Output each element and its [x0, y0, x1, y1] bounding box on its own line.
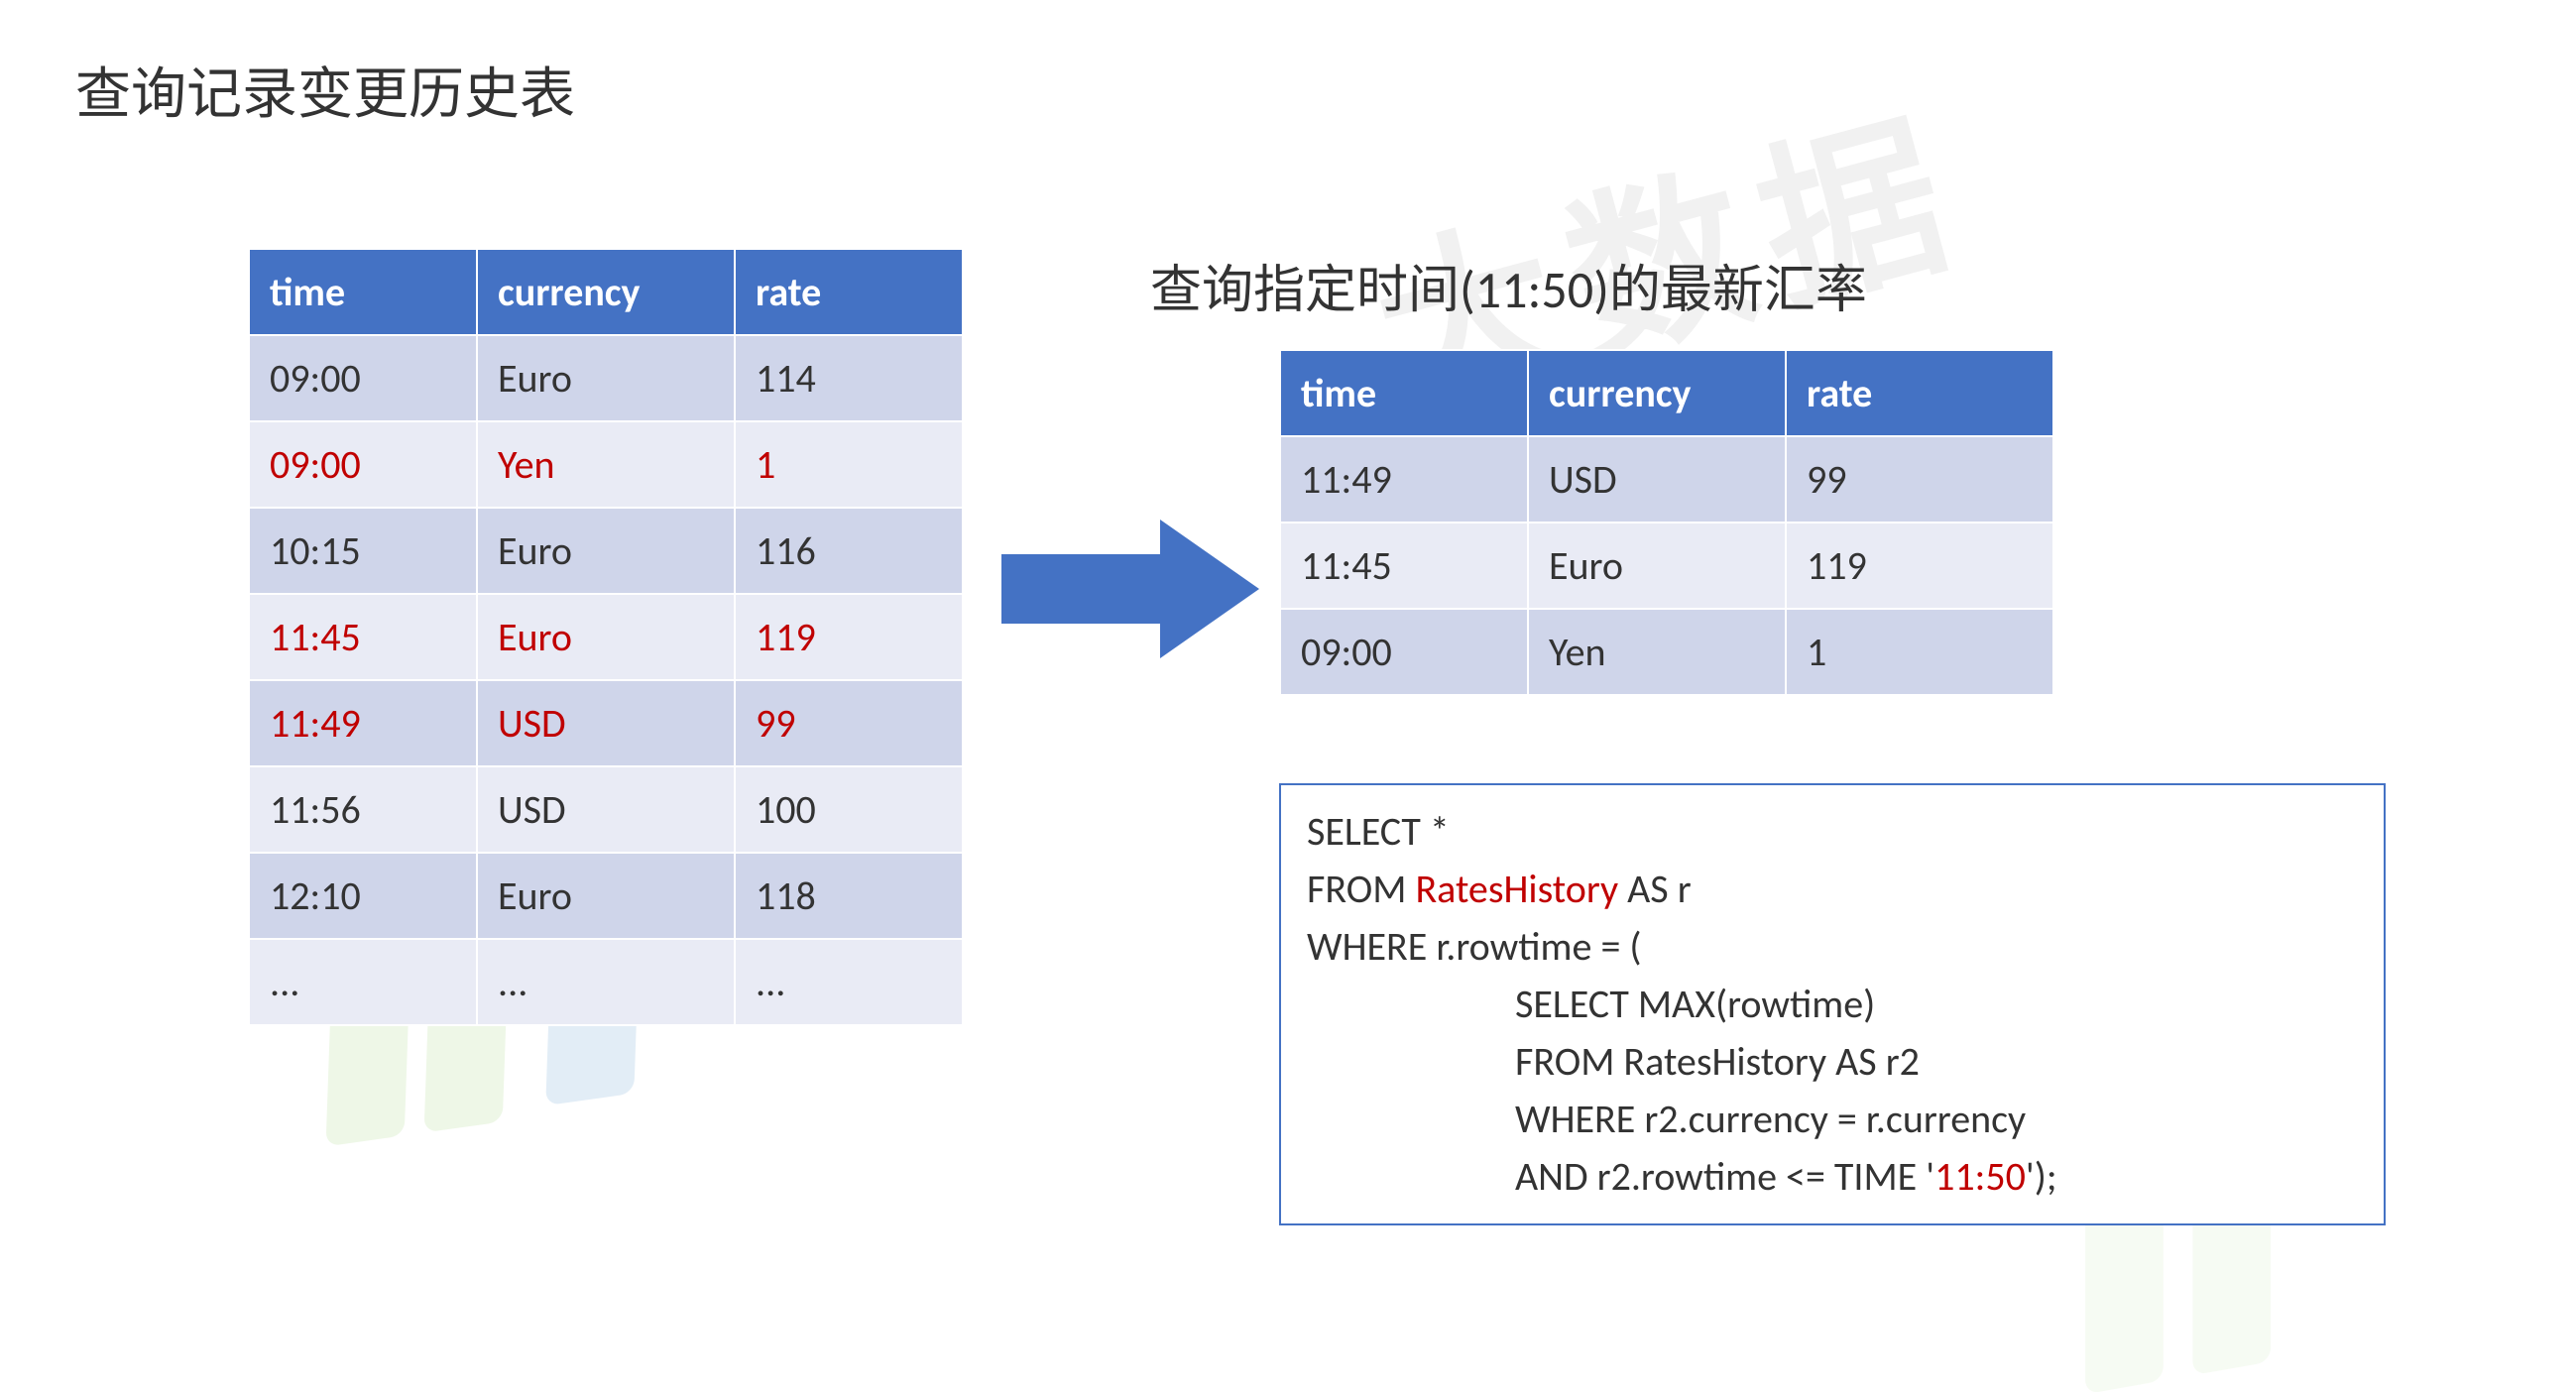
table-cell: 118 [735, 853, 963, 939]
table-cell: USD [1528, 436, 1786, 523]
table-cell: 12:10 [249, 853, 477, 939]
result-table: timecurrencyrate11:49USD9911:45Euro11909… [1279, 349, 2054, 696]
table-row: ......... [249, 939, 963, 1025]
sql-line: FROM RatesHistory AS r [1307, 861, 2358, 918]
sql-line: SELECT MAX(rowtime) [1307, 976, 2358, 1033]
table-row: 11:49USD99 [249, 680, 963, 766]
table-row: 11:49USD99 [1280, 436, 2053, 523]
page-title: 查询记录变更历史表 [75, 50, 575, 130]
result-table-container: timecurrencyrate11:49USD9911:45Euro11909… [1279, 349, 2054, 696]
sql-highlight: 11:50 [1934, 1152, 2026, 1201]
table-cell: 11:56 [249, 766, 477, 853]
sql-query-box: SELECT *FROM RatesHistory AS rWHERE r.ro… [1279, 783, 2386, 1225]
table-row: 09:00Yen1 [249, 421, 963, 508]
table-cell: 100 [735, 766, 963, 853]
table-cell: 11:49 [1280, 436, 1528, 523]
column-header: currency [1528, 350, 1786, 436]
table-cell: Euro [477, 594, 735, 680]
arrow-right-icon [1001, 520, 1259, 658]
sql-line: WHERE r2.currency = r.currency [1307, 1091, 2358, 1148]
table-row: 10:15Euro116 [249, 508, 963, 594]
table-cell: Yen [477, 421, 735, 508]
table-cell: 10:15 [249, 508, 477, 594]
table-cell: 1 [1786, 609, 2053, 695]
table-cell: 119 [1786, 523, 2053, 609]
table-row: 11:45Euro119 [1280, 523, 2053, 609]
table-cell: Yen [1528, 609, 1786, 695]
table-row: 09:00Euro114 [249, 335, 963, 421]
history-table: timecurrencyrate09:00Euro11409:00Yen110:… [248, 248, 964, 1026]
history-table-container: timecurrencyrate09:00Euro11409:00Yen110:… [248, 248, 964, 1026]
table-cell: 99 [735, 680, 963, 766]
sql-line: FROM RatesHistory AS r2 [1307, 1033, 2358, 1091]
table-row: 09:00Yen1 [1280, 609, 2053, 695]
table-row: 12:10Euro118 [249, 853, 963, 939]
table-cell: 09:00 [249, 335, 477, 421]
table-cell: Euro [1528, 523, 1786, 609]
table-header-row: timecurrencyrate [249, 249, 963, 335]
table-cell: 11:45 [1280, 523, 1528, 609]
table-cell: 119 [735, 594, 963, 680]
table-cell: USD [477, 680, 735, 766]
table-cell: 99 [1786, 436, 2053, 523]
table-cell: 09:00 [249, 421, 477, 508]
column-header: time [1280, 350, 1528, 436]
column-header: currency [477, 249, 735, 335]
table-cell: USD [477, 766, 735, 853]
sql-line: AND r2.rowtime <= TIME '11:50'); [1307, 1148, 2358, 1206]
table-cell: 09:00 [1280, 609, 1528, 695]
table-cell: Euro [477, 853, 735, 939]
table-cell: ... [477, 939, 735, 1025]
table-cell: 11:49 [249, 680, 477, 766]
sql-line: SELECT * [1307, 803, 2358, 861]
column-header: rate [1786, 350, 2053, 436]
column-header: rate [735, 249, 963, 335]
table-cell: 11:45 [249, 594, 477, 680]
sql-highlight: RatesHistory [1415, 865, 1618, 913]
table-header-row: timecurrencyrate [1280, 350, 2053, 436]
table-cell: 1 [735, 421, 963, 508]
table-cell: 114 [735, 335, 963, 421]
table-cell: ... [735, 939, 963, 1025]
table-cell: 116 [735, 508, 963, 594]
column-header: time [249, 249, 477, 335]
table-cell: ... [249, 939, 477, 1025]
table-cell: Euro [477, 508, 735, 594]
sql-line: WHERE r.rowtime = ( [1307, 918, 2358, 976]
table-row: 11:45Euro119 [249, 594, 963, 680]
result-subtitle: 查询指定时间(11:50)的最新汇率 [1150, 248, 1867, 322]
table-row: 11:56USD100 [249, 766, 963, 853]
table-cell: Euro [477, 335, 735, 421]
